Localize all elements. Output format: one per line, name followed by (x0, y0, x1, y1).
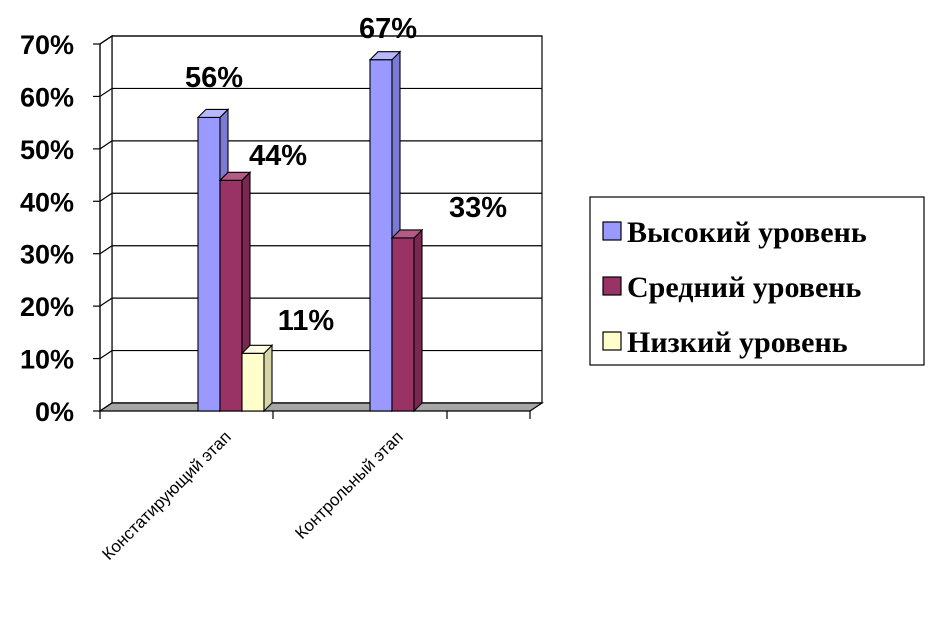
bar-side (413, 228, 423, 413)
chart-floor (98, 402, 544, 412)
gridline (99, 35, 542, 45)
y-tick-label: 50% (20, 135, 74, 165)
legend: Высокий уровень Средний уровень Низкий уро… (589, 196, 925, 366)
data-label: 56% (185, 62, 243, 94)
y-axis-ticks: 0% 10% 20% 30% 40% 50% 60% 70% (20, 30, 101, 427)
legend-swatch (602, 276, 622, 296)
bar (218, 170, 252, 413)
category-label: Констатирующий этап (98, 427, 234, 563)
bar-side (263, 344, 273, 413)
data-labels: 56% 67% 44% 33% 11% (185, 13, 507, 337)
bar (390, 228, 424, 413)
legend-swatch (602, 221, 622, 241)
y-tick-label: 10% (20, 345, 74, 375)
bar-top (390, 229, 424, 239)
data-label: 44% (249, 140, 307, 172)
data-label: 33% (449, 192, 507, 224)
floor (98, 402, 544, 412)
bar-front (197, 116, 221, 412)
bar-front (369, 59, 393, 412)
y-tick-label: 40% (20, 187, 74, 217)
legend-label: Высокий уровень (627, 216, 867, 249)
bar-top (218, 171, 252, 181)
legend-swatch (602, 331, 622, 351)
back-wall (111, 35, 543, 404)
bar-front (241, 352, 265, 412)
category-label: Контрольный этап (291, 427, 406, 542)
y-tick-label: 0% (35, 397, 74, 427)
x-axis-categories: Констатирующий этап Контрольный этап (98, 411, 531, 564)
bar-top (368, 51, 402, 61)
y-tick-label: 70% (20, 30, 74, 60)
chart-walls (99, 34, 543, 413)
bar (240, 344, 274, 413)
data-label: 11% (278, 305, 335, 337)
legend-label: Низкий уровень (627, 326, 848, 359)
bar-front (391, 237, 415, 412)
bar-front (219, 179, 243, 412)
legend-box (589, 196, 925, 366)
bar-top (196, 108, 230, 118)
bars (196, 50, 424, 413)
y-tick-label: 30% (20, 240, 74, 270)
legend-label: Средний уровень (627, 271, 862, 304)
data-label: 67% (359, 13, 417, 45)
bar-top (240, 344, 274, 354)
y-tick-label: 20% (20, 292, 74, 322)
y-tick-label: 60% (20, 82, 74, 112)
